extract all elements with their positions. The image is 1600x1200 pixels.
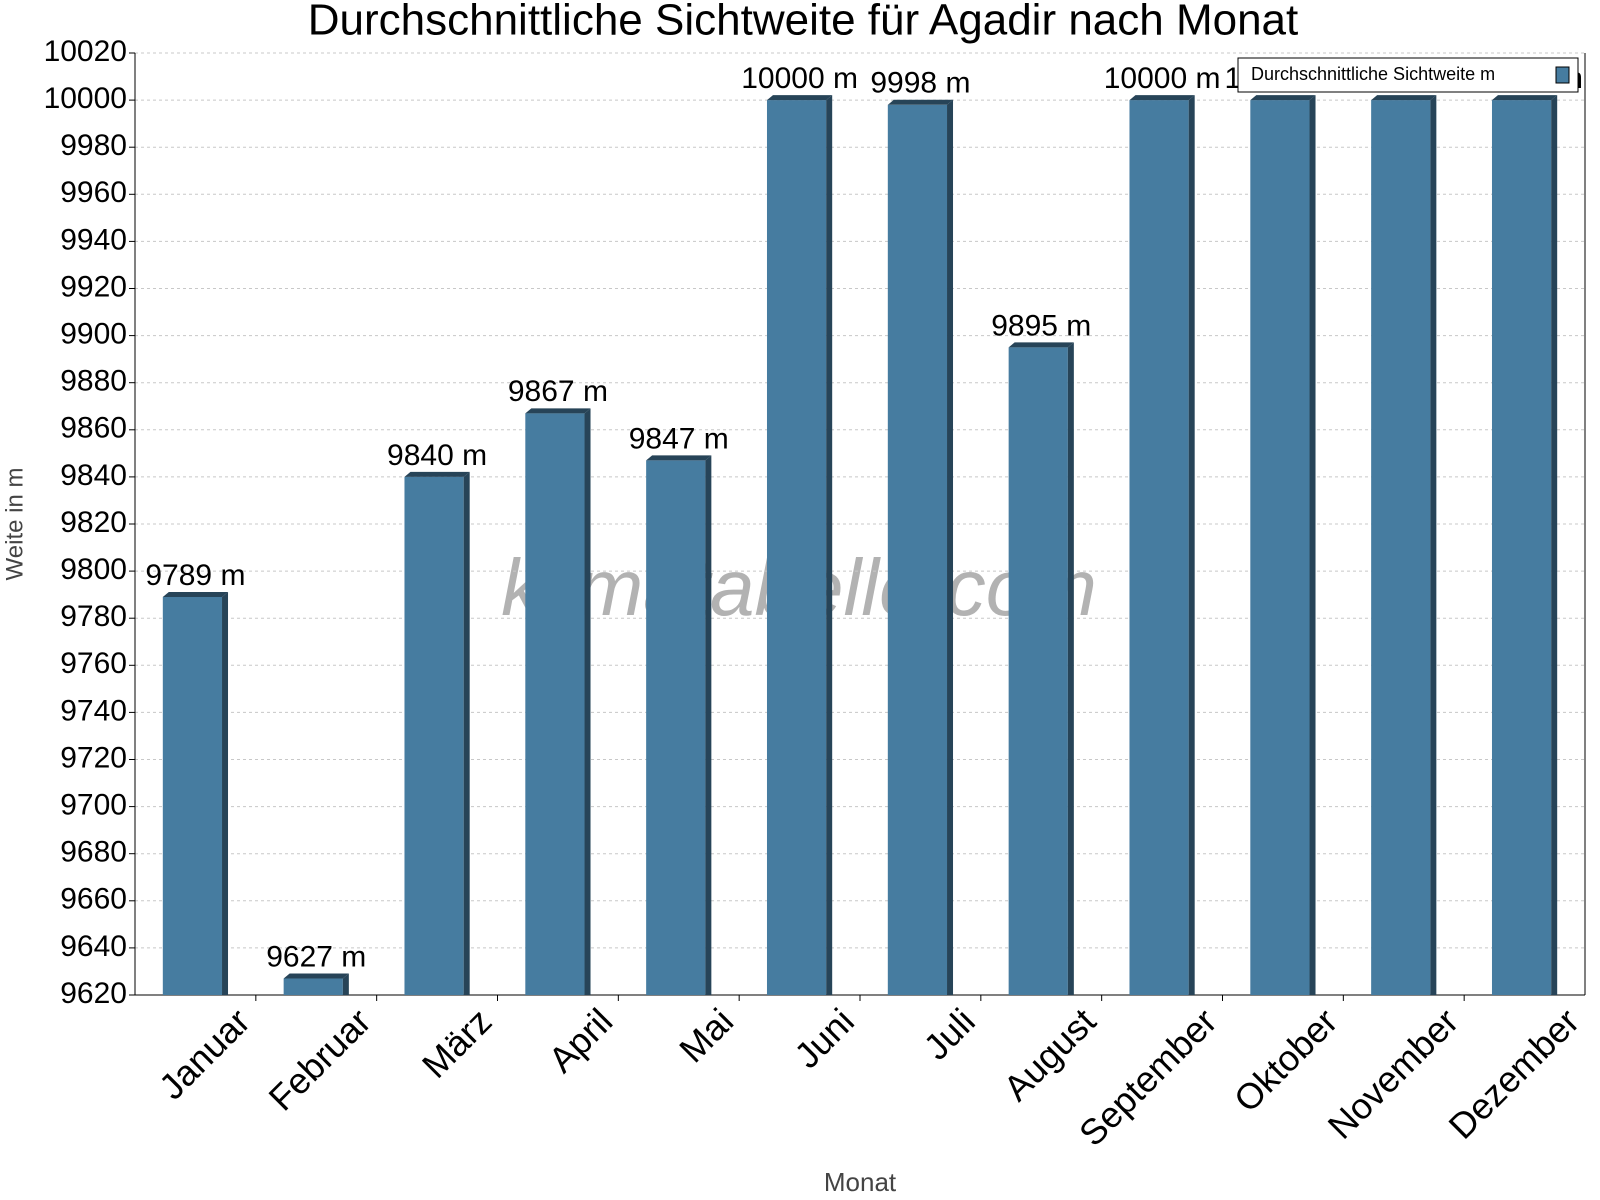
legend-label: Durchschnittliche Sichtweite m <box>1251 64 1495 84</box>
bar <box>1371 95 1437 996</box>
y-tick-label: 9980 <box>60 129 127 162</box>
bar <box>525 408 591 995</box>
value-label: 9840 m <box>387 439 487 472</box>
bar <box>1129 95 1195 996</box>
bar-side <box>826 95 833 996</box>
value-label: 9998 m <box>870 67 970 100</box>
y-tick-label: 9880 <box>60 365 127 398</box>
y-tick-label: 9860 <box>60 412 127 445</box>
bar-face <box>1250 100 1310 996</box>
y-tick-label: 10020 <box>44 35 127 68</box>
bar <box>766 95 833 996</box>
bar <box>404 471 470 995</box>
bar-face <box>766 100 827 996</box>
y-tick-label: 9720 <box>60 741 127 774</box>
y-tick-label: 9760 <box>60 647 127 680</box>
bar-top <box>1250 95 1316 101</box>
bar <box>1008 342 1074 995</box>
x-tick-label: Juli <box>916 1000 983 1067</box>
y-tick-label: 9780 <box>60 600 127 633</box>
y-tick-label: 9740 <box>60 694 127 727</box>
legend-swatch <box>1555 66 1570 84</box>
value-label: 9847 m <box>629 422 729 455</box>
bar-side <box>342 973 349 995</box>
bar-face <box>1008 347 1068 995</box>
legend: Durchschnittliche Sichtweite m <box>1237 57 1579 93</box>
bar-face <box>404 476 464 995</box>
x-tick-label: Juni <box>786 1000 862 1076</box>
y-tick-label: 9680 <box>60 836 127 869</box>
bar-face <box>525 413 585 995</box>
x-tick-label: August <box>995 1000 1103 1108</box>
y-tick-label: 9820 <box>60 506 127 539</box>
y-tick-label: 9640 <box>60 930 127 963</box>
bar-face <box>646 460 706 995</box>
bar-top <box>887 99 954 105</box>
y-tick-label: 9800 <box>60 553 127 586</box>
bar-top <box>404 471 470 477</box>
bar-side <box>1551 95 1558 996</box>
bar <box>283 973 349 995</box>
y-tick-label: 9900 <box>60 318 127 351</box>
legend-box <box>1237 57 1579 93</box>
bar-side <box>705 455 712 995</box>
bar-top <box>525 408 591 414</box>
chart-title: Durchschnittliche Sichtweite für Agadir … <box>308 0 1299 45</box>
bar <box>646 455 712 995</box>
y-tick-label: 9660 <box>60 883 127 916</box>
bar-face <box>283 978 343 995</box>
bar-top <box>646 455 712 461</box>
bar-side <box>1309 95 1316 996</box>
value-label: 10000 m <box>1104 62 1221 95</box>
x-tick-label: April <box>540 1000 620 1080</box>
bar-top <box>1371 95 1437 101</box>
x-tick-label: Januar <box>151 1000 258 1107</box>
y-tick-label: 9840 <box>60 459 127 492</box>
bar <box>162 592 229 995</box>
bar-side <box>1430 95 1437 996</box>
x-tick-label: Mai <box>671 1000 741 1070</box>
bar <box>887 99 954 995</box>
x-tick-label: Dezember <box>1441 1000 1587 1146</box>
bar-side <box>463 471 470 995</box>
bar-top <box>162 592 229 598</box>
y-tick-label: 9700 <box>60 789 127 822</box>
bar-top <box>766 95 833 101</box>
bar-top <box>1129 95 1195 101</box>
value-label: 9867 m <box>508 375 608 408</box>
bar-face <box>1371 100 1431 996</box>
x-axis-label: Monat <box>824 1167 897 1197</box>
bar-face <box>1129 100 1189 996</box>
y-tick-label: 9920 <box>60 270 127 303</box>
bar-face <box>887 104 948 995</box>
bar-side <box>222 592 229 995</box>
bar-side <box>584 408 591 995</box>
y-tick-label: 9940 <box>60 223 127 256</box>
bar-side <box>1188 95 1195 996</box>
bar-top <box>1491 95 1558 101</box>
bar-face <box>1491 100 1552 996</box>
y-axis-label: Weite in m <box>1 468 28 581</box>
y-tick-label: 9960 <box>60 176 127 209</box>
value-label: 9895 m <box>991 309 1091 342</box>
y-tick-label: 10000 <box>44 82 127 115</box>
bar-side <box>947 99 954 995</box>
bar-top <box>1008 342 1074 348</box>
x-tick-label: März <box>414 1000 500 1086</box>
value-label: 9789 m <box>145 559 245 592</box>
bar-side <box>1067 342 1074 995</box>
x-tick-label: Februar <box>261 1000 379 1118</box>
y-tick-label: 9620 <box>60 977 127 1010</box>
bar <box>1250 95 1316 996</box>
bar-top <box>283 973 349 979</box>
value-label: 9627 m <box>266 940 366 973</box>
x-tick-label: November <box>1320 1000 1466 1146</box>
bar-face <box>162 597 223 995</box>
x-tick-label: Oktober <box>1226 1000 1346 1120</box>
value-label: 10000 m <box>741 62 858 95</box>
bar <box>1491 95 1558 996</box>
